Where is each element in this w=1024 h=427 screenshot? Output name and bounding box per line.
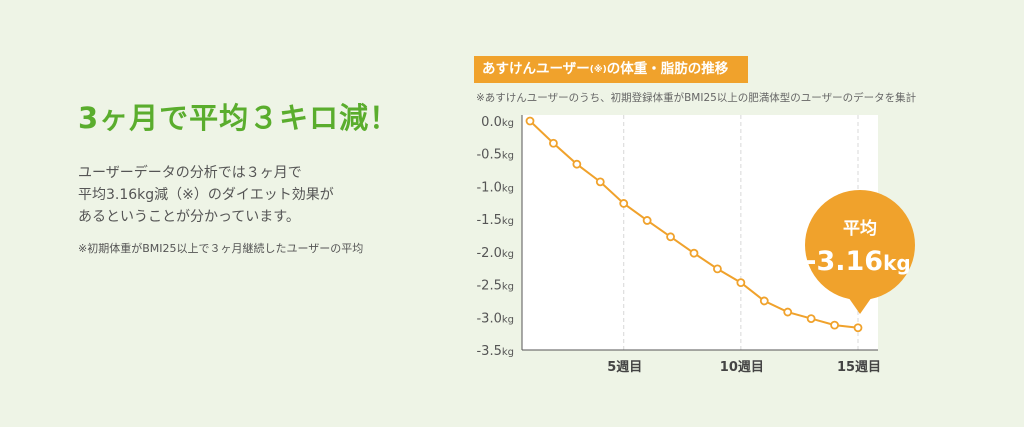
data-point: [572, 159, 582, 169]
x-tick-label: 5週目: [607, 360, 642, 375]
y-tick-label: -2.5kg: [476, 279, 514, 294]
headline: 3ヶ月で平均３キロ減！: [78, 101, 400, 135]
data-point: [853, 323, 863, 333]
average-badge: [805, 190, 915, 300]
data-point: [830, 320, 839, 330]
body-line: ユーザーデータの分析では３ヶ月で: [78, 165, 302, 181]
y-tick-value: -2.5: [476, 279, 501, 294]
y-tick-label: 0.0kg: [481, 115, 514, 130]
y-tick-unit: kg: [502, 183, 514, 194]
y-tick-value: -2.0: [476, 246, 501, 261]
y-tick-label: -2.0kg: [476, 246, 514, 261]
y-tick-label: -3.0kg: [476, 311, 514, 326]
y-tick-value: -3.0: [476, 311, 501, 326]
y-tick-unit: kg: [502, 118, 514, 129]
y-tick-unit: kg: [502, 282, 514, 293]
chart-title: あすけんユーザー(※)の体重・脂肪の推移: [474, 56, 748, 83]
footnote: ※初期体重がBMI25以上で３ヶ月継続したユーザーの平均: [78, 242, 364, 255]
badge-label: 平均: [843, 218, 877, 239]
badge-number: -3.16: [805, 246, 883, 277]
badge-value: -3.16kg: [805, 246, 910, 277]
data-point: [806, 314, 816, 323]
chart-title-tail: の体重・脂肪の推移: [606, 61, 729, 77]
y-tick-unit: kg: [502, 249, 514, 260]
x-tick-label: 15週目: [837, 360, 881, 375]
data-point: [736, 278, 746, 288]
data-point: [759, 296, 769, 306]
y-tick-value: -1.5: [476, 213, 501, 228]
body-line: あるということが分かっています。: [78, 209, 300, 225]
y-tick-unit: kg: [502, 314, 514, 325]
y-tick-label: -3.5kg: [476, 344, 514, 359]
y-tick-label: -1.0kg: [476, 180, 514, 195]
y-tick-value: -0.5: [476, 148, 501, 163]
y-tick-value: -3.5: [476, 344, 501, 359]
y-tick-value: -1.0: [476, 180, 501, 195]
data-point: [666, 232, 675, 242]
data-point: [713, 264, 722, 274]
data-point: [783, 307, 793, 317]
data-point: [595, 177, 605, 187]
y-tick-value: 0.0: [481, 115, 502, 130]
chart-title-main: あすけんユーザー: [482, 61, 590, 77]
chart-subtitle: ※あすけんユーザーのうち、初期登録体重がBMI25以上の肥満体型のユーザーのデー…: [476, 92, 917, 104]
data-point: [525, 116, 535, 126]
chart-title-mark: (※): [589, 65, 607, 75]
data-point: [689, 248, 699, 258]
x-tick-label: 10週目: [720, 360, 764, 375]
badge-unit: kg: [883, 251, 911, 275]
data-point: [642, 216, 652, 225]
body-text: ユーザーデータの分析では３ヶ月で 平均3.16kg減（※）のダイエット効果が あ…: [78, 162, 334, 228]
body-line: 平均3.16kg減（※）のダイエット効果が: [78, 187, 334, 203]
data-point: [549, 138, 558, 148]
y-tick-unit: kg: [502, 151, 514, 162]
y-tick-label: -0.5kg: [476, 148, 514, 163]
data-point: [619, 199, 629, 208]
y-tick-unit: kg: [502, 216, 514, 227]
y-tick-label: -1.5kg: [476, 213, 514, 228]
y-tick-unit: kg: [502, 347, 514, 358]
